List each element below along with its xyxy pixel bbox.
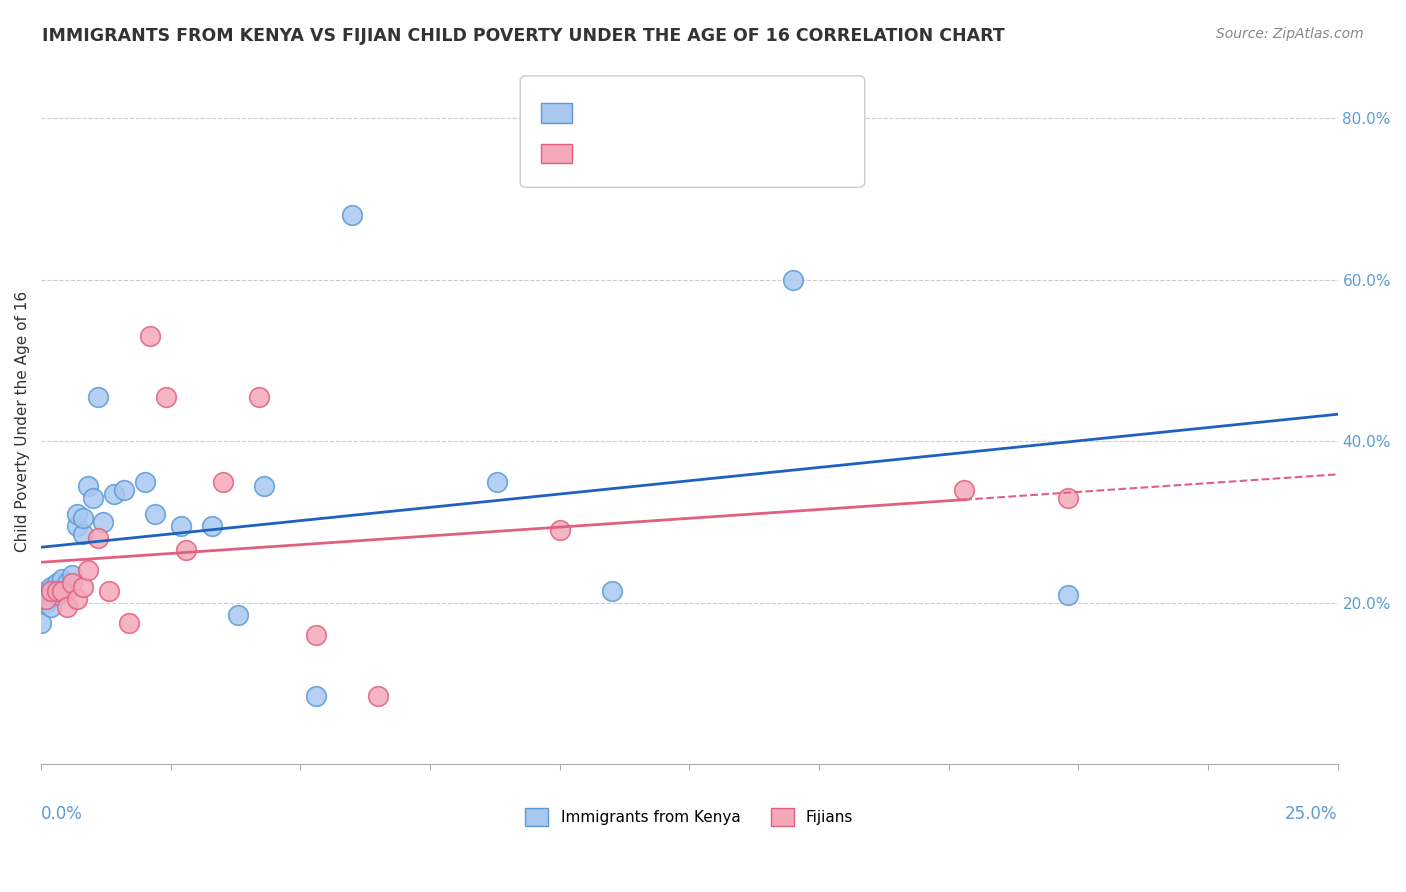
- Text: Source: ZipAtlas.com: Source: ZipAtlas.com: [1216, 27, 1364, 41]
- Text: 34: 34: [713, 106, 734, 120]
- Point: [600, 583, 623, 598]
- Point: [56, 599, 79, 614]
- Point: [170, 519, 193, 533]
- Point: [66, 519, 89, 533]
- Point: [1057, 588, 1080, 602]
- Point: [176, 543, 198, 558]
- Point: [134, 475, 156, 489]
- Point: [51, 572, 73, 586]
- Point: [305, 628, 328, 642]
- Point: [51, 583, 73, 598]
- Point: [93, 515, 115, 529]
- Point: [60, 575, 83, 590]
- Text: 22: 22: [713, 146, 734, 161]
- Point: [143, 507, 166, 521]
- Point: [305, 689, 328, 703]
- Point: [41, 580, 63, 594]
- Point: [76, 478, 98, 492]
- Point: [35, 583, 58, 598]
- Legend: Immigrants from Kenya, Fijians: Immigrants from Kenya, Fijians: [519, 802, 859, 832]
- Point: [201, 519, 224, 533]
- Point: [367, 689, 389, 703]
- Point: [1057, 491, 1080, 505]
- Point: [72, 580, 94, 594]
- Text: 0.0%: 0.0%: [41, 805, 83, 822]
- Point: [45, 588, 67, 602]
- Point: [486, 475, 509, 489]
- Text: 0.289: 0.289: [616, 146, 664, 161]
- Point: [72, 527, 94, 541]
- Point: [548, 523, 571, 537]
- Point: [51, 583, 73, 598]
- Y-axis label: Child Poverty Under the Age of 16: Child Poverty Under the Age of 16: [15, 291, 30, 551]
- Text: N =: N =: [668, 106, 711, 120]
- Point: [56, 575, 79, 590]
- Text: R =: R =: [581, 146, 614, 161]
- Point: [76, 564, 98, 578]
- Point: [97, 583, 120, 598]
- Point: [782, 272, 804, 286]
- Point: [35, 596, 58, 610]
- Point: [226, 607, 249, 622]
- Point: [41, 583, 63, 598]
- Point: [342, 208, 364, 222]
- Point: [87, 390, 110, 404]
- Point: [56, 583, 79, 598]
- Point: [103, 486, 125, 500]
- Point: [72, 511, 94, 525]
- Point: [211, 475, 233, 489]
- Point: [118, 615, 141, 630]
- Point: [45, 575, 67, 590]
- Point: [35, 591, 58, 606]
- Point: [139, 329, 162, 343]
- Point: [155, 390, 177, 404]
- Point: [60, 567, 83, 582]
- Text: 0.158: 0.158: [616, 106, 664, 120]
- Point: [953, 483, 976, 497]
- Point: [45, 583, 67, 598]
- Point: [247, 390, 270, 404]
- Text: N =: N =: [668, 146, 711, 161]
- Text: 25.0%: 25.0%: [1285, 805, 1337, 822]
- Point: [66, 591, 89, 606]
- Point: [112, 483, 135, 497]
- Text: R =: R =: [581, 106, 614, 120]
- Point: [87, 531, 110, 545]
- Point: [66, 507, 89, 521]
- Point: [82, 491, 104, 505]
- Point: [41, 599, 63, 614]
- Point: [253, 478, 276, 492]
- Point: [30, 615, 52, 630]
- Text: IMMIGRANTS FROM KENYA VS FIJIAN CHILD POVERTY UNDER THE AGE OF 16 CORRELATION CH: IMMIGRANTS FROM KENYA VS FIJIAN CHILD PO…: [42, 27, 1005, 45]
